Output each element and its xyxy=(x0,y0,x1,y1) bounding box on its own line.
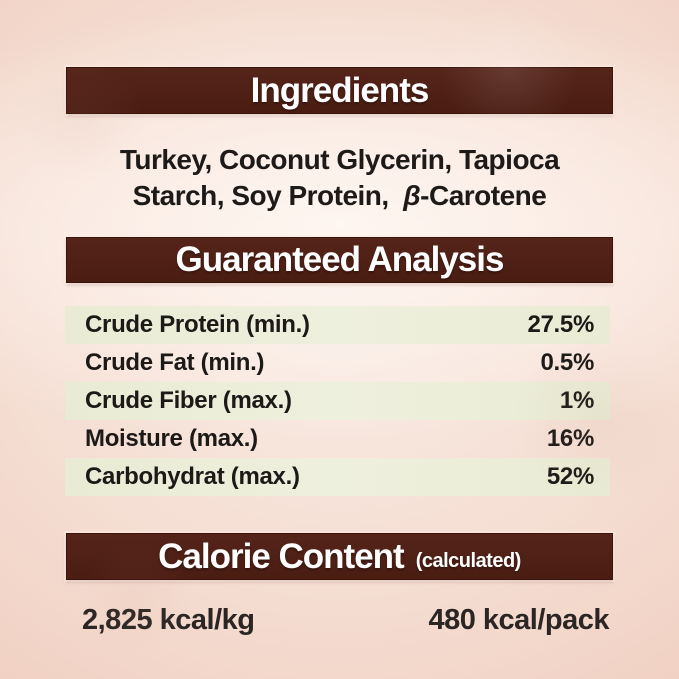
ingredients-header-banner: Ingredients xyxy=(66,67,613,114)
row-value: 0.5% xyxy=(540,349,594,376)
row-label: Crude Fiber (max.) xyxy=(85,387,292,414)
guaranteed-analysis-title: Guaranteed Analysis xyxy=(175,240,505,279)
row-value: 52% xyxy=(546,463,594,490)
row-value: 1% xyxy=(559,387,594,414)
guaranteed-analysis-header-banner: Guaranteed Analysis xyxy=(66,237,613,283)
ingredients-list: Turkey, Coconut Glycerin, Tapioca Starch… xyxy=(0,142,679,214)
table-row-moisture: Moisture (max.) 16% xyxy=(65,420,610,458)
kcal-per-pack-value: 480 kcal/pack xyxy=(428,603,609,636)
row-label: Crude Protein (min.) xyxy=(85,311,310,338)
ingredients-line-1: Turkey, Coconut Glycerin, Tapioca xyxy=(119,144,560,175)
table-row-crude-fiber: Crude Fiber (max.) 1% xyxy=(65,382,610,420)
table-row-crude-fat: Crude Fat (min.) 0.5% xyxy=(65,344,610,382)
guaranteed-analysis-table: Crude Protein (min.) 27.5% Crude Fat (mi… xyxy=(65,306,610,496)
calorie-content-header-banner: Calorie Content (calculated) xyxy=(66,533,613,580)
calorie-values-row: 2,825 kcal/kg 480 kcal/pack xyxy=(66,600,613,640)
calorie-content-subtitle: (calculated) xyxy=(415,550,522,572)
row-label: Moisture (max.) xyxy=(85,425,258,452)
row-value: 16% xyxy=(546,425,594,452)
row-value: 27.5% xyxy=(527,311,594,338)
calorie-content-title: Calorie Content xyxy=(158,536,405,576)
ingredients-title: Ingredients xyxy=(250,70,430,110)
table-row-crude-protein: Crude Protein (min.) 27.5% xyxy=(65,306,610,344)
kcal-per-kg-value: 2,825 kcal/kg xyxy=(82,603,255,636)
beta-carotene-suffix: -Carotene xyxy=(420,180,547,211)
row-label: Crude Fat (min.) xyxy=(85,349,265,376)
row-label: Carbohydrat (max.) xyxy=(85,463,300,490)
ingredients-line-2: Starch, Soy Protein, β-Carotene xyxy=(132,180,547,211)
table-row-carbohydrat: Carbohydrat (max.) 52% xyxy=(65,458,610,496)
beta-symbol: β xyxy=(403,180,421,211)
